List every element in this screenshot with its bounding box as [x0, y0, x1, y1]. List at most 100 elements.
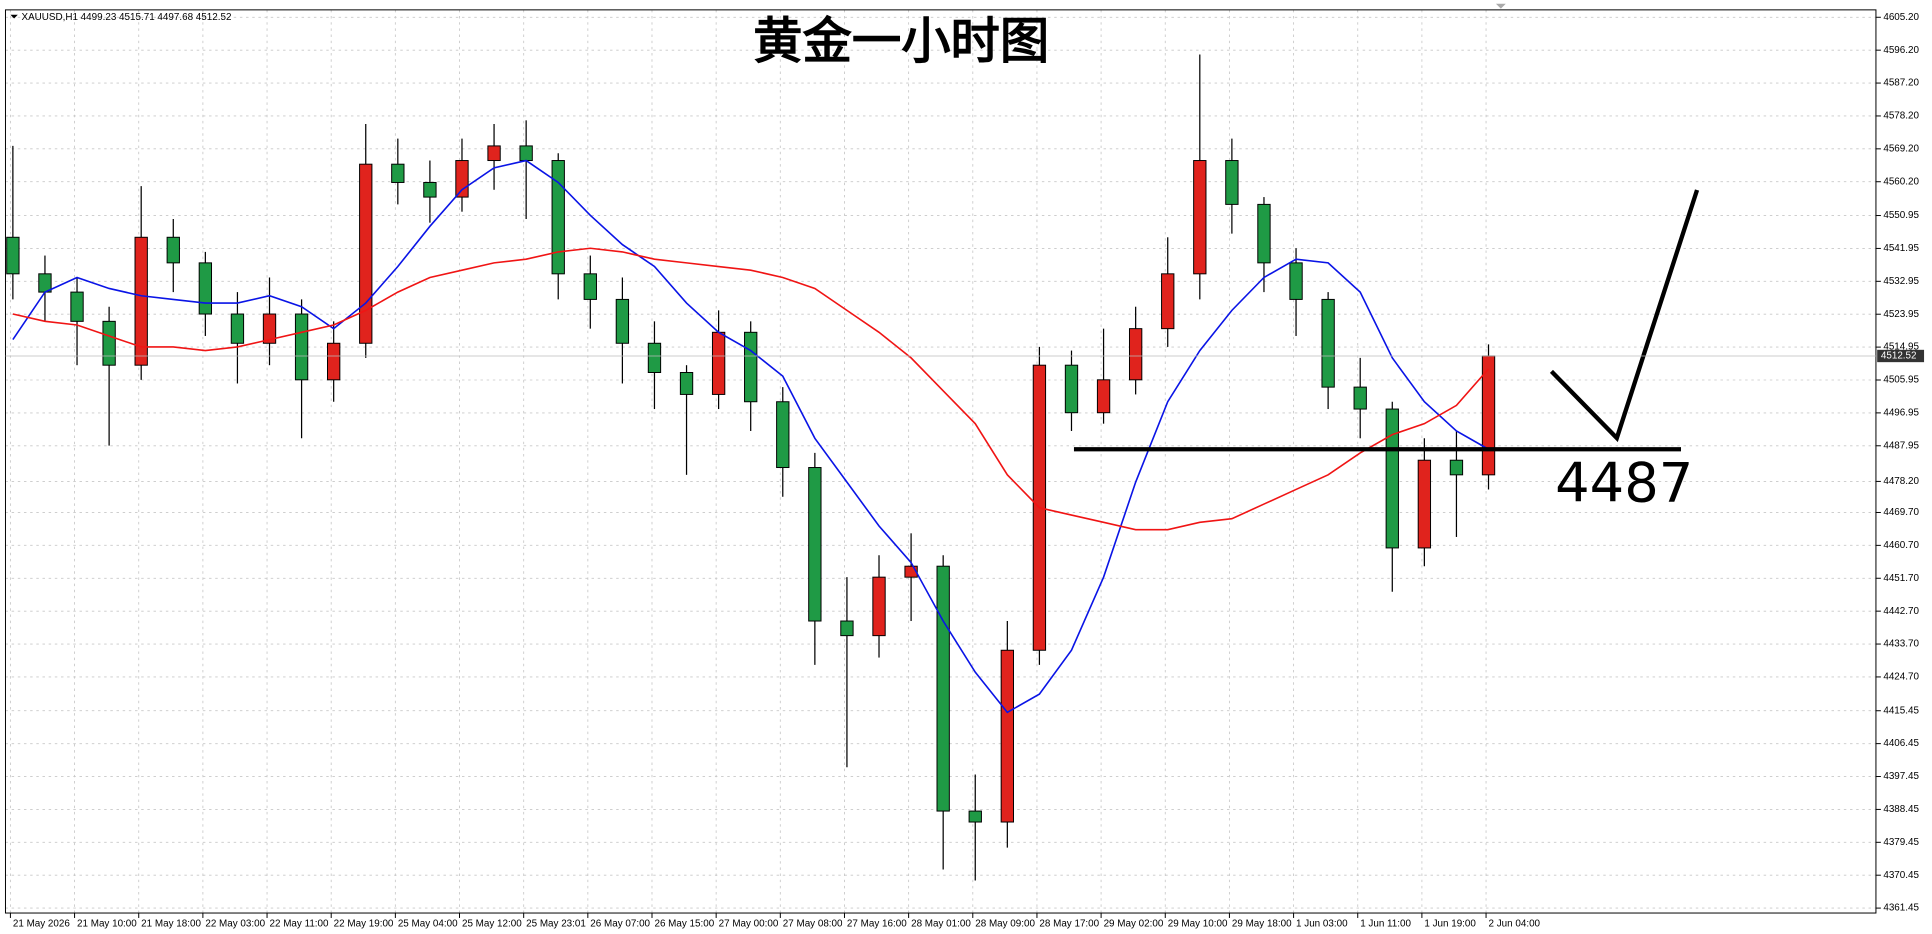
y-tick-label: 4514.95	[1883, 342, 1919, 353]
candle-body	[744, 331, 758, 403]
candle-body	[166, 236, 180, 264]
symbol-info: XAUUSD,H1 4499.23 4515.71 4497.68 4512.5…	[22, 12, 232, 23]
plot-frame	[4, 9, 1877, 914]
candle-body	[6, 236, 20, 275]
candle-body	[1193, 160, 1207, 275]
x-tick-label: 21 May 10:00	[77, 919, 137, 930]
candle-body	[1096, 379, 1111, 414]
candle-body	[102, 320, 116, 366]
candle-body	[1128, 328, 1143, 381]
candle-body	[1417, 459, 1432, 549]
candle-body	[647, 342, 662, 373]
candle-body	[1257, 203, 1271, 264]
candle-body	[904, 565, 918, 578]
candle-body	[70, 291, 84, 322]
x-tick-label: 22 May 03:00	[205, 919, 265, 930]
x-tick-label: 21 May 2026	[13, 919, 71, 930]
moving-average	[12, 159, 1489, 714]
x-tick-label: 26 May 07:00	[590, 919, 650, 930]
candle-body	[1321, 298, 1335, 388]
y-tick-label: 4442.70	[1883, 606, 1919, 617]
x-tick-label: 1 Jun 03:00	[1296, 919, 1348, 930]
y-tick-label: 4424.70	[1883, 672, 1919, 683]
x-tick-label: 22 May 19:00	[334, 919, 394, 930]
support-level-label: 4487	[1555, 451, 1693, 514]
y-tick-label: 4379.45	[1883, 837, 1919, 848]
candle-body	[808, 467, 822, 622]
candle-body	[230, 313, 245, 344]
y-tick-label: 4587.20	[1883, 78, 1919, 89]
candle-body	[872, 576, 886, 637]
y-tick-label: 4451.70	[1883, 573, 1919, 584]
x-tick-label: 22 May 11:00	[270, 919, 330, 930]
y-tick-label: 4361.45	[1883, 903, 1919, 914]
x-tick-label: 25 May 23:01	[526, 919, 586, 930]
candle-body	[615, 298, 630, 344]
last-price-label: 4512.52	[1881, 351, 1917, 362]
candle-body	[487, 145, 501, 162]
x-tick-label: 26 May 15:00	[654, 919, 714, 930]
y-tick-label: 4397.45	[1883, 771, 1919, 782]
x-tick-label: 27 May 16:00	[847, 919, 907, 930]
y-tick-label: 4406.45	[1883, 738, 1919, 749]
chart-title: 黄金一小时图	[753, 12, 1049, 70]
candle-body	[1161, 273, 1175, 330]
x-tick-label: 27 May 08:00	[783, 919, 843, 930]
y-tick-label: 4370.45	[1883, 870, 1919, 881]
candle-body	[1225, 160, 1239, 205]
y-tick-label: 4505.95	[1883, 375, 1919, 386]
candle-body	[1000, 649, 1014, 823]
last-price-box	[1877, 349, 1925, 363]
candle-body	[776, 401, 790, 469]
candle-body	[711, 331, 726, 395]
candle-body	[1385, 408, 1399, 549]
y-tick-label: 4605.20	[1883, 12, 1919, 23]
y-tick-label: 4460.70	[1883, 540, 1919, 551]
x-tick-label: 29 May 18:00	[1232, 919, 1292, 930]
y-tick-label: 4532.95	[1883, 276, 1919, 287]
candle-body	[1449, 459, 1464, 476]
x-tick-label: 1 Jun 11:00	[1360, 919, 1411, 930]
candle-body	[423, 181, 437, 198]
y-tick-label: 4388.45	[1883, 804, 1919, 815]
candle-body	[134, 236, 148, 366]
y-tick-label: 4469.70	[1883, 507, 1919, 518]
shift-marker	[1495, 3, 1506, 9]
candle-body	[551, 160, 565, 275]
y-tick-label: 4415.45	[1883, 705, 1919, 716]
x-tick-label: 2 Jun 04:00	[1489, 919, 1541, 930]
x-tick-label: 25 May 12:00	[462, 919, 522, 930]
y-tick-label: 4560.20	[1883, 176, 1919, 187]
candle-body	[455, 160, 469, 198]
x-tick-label: 28 May 09:00	[975, 919, 1035, 930]
check-mark	[1549, 189, 1700, 443]
y-tick-label: 4541.95	[1883, 243, 1919, 254]
candle-body	[1289, 262, 1303, 300]
candle-body	[679, 372, 694, 395]
y-tick-label: 4523.95	[1883, 309, 1919, 320]
x-tick-label: 25 May 04:00	[398, 919, 458, 930]
candle-body	[1353, 386, 1367, 410]
x-tick-label: 21 May 18:00	[141, 919, 201, 930]
y-tick-label: 4569.20	[1883, 143, 1919, 154]
x-tick-label: 28 May 17:00	[1039, 919, 1099, 930]
moving-average	[12, 247, 1490, 531]
candle-body	[519, 145, 533, 162]
y-tick-label: 4487.95	[1883, 440, 1919, 451]
candle-body	[968, 810, 982, 823]
candle-body	[327, 342, 341, 381]
candle-body	[583, 273, 597, 300]
candle-body	[1064, 364, 1079, 414]
y-tick-label: 4496.95	[1883, 407, 1919, 418]
candle-body	[840, 620, 854, 637]
x-tick-label: 29 May 02:00	[1104, 919, 1164, 930]
x-tick-label: 27 May 00:00	[719, 919, 779, 930]
candle-body	[359, 163, 373, 344]
candle-body	[198, 262, 213, 315]
y-tick-label: 4433.70	[1883, 639, 1919, 650]
plot	[6, 54, 1496, 881]
menu-arrow[interactable]	[10, 14, 18, 19]
